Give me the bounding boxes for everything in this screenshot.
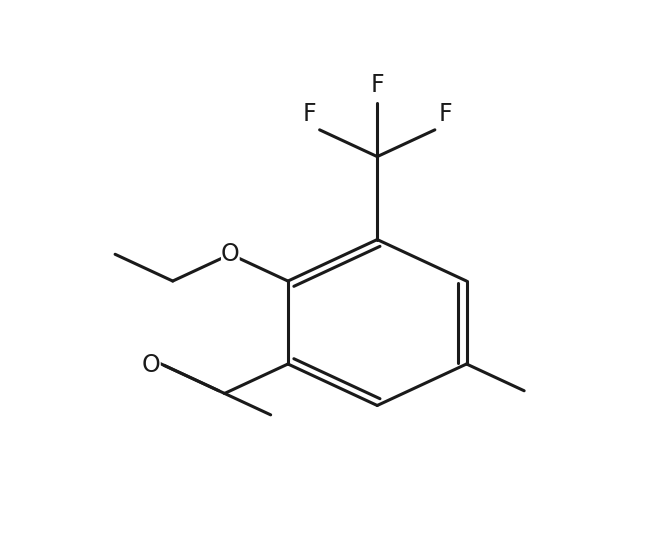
Text: F: F (438, 102, 452, 125)
Text: O: O (221, 242, 240, 266)
Text: O: O (142, 353, 161, 377)
Text: F: F (371, 73, 384, 97)
Text: F: F (303, 102, 317, 125)
